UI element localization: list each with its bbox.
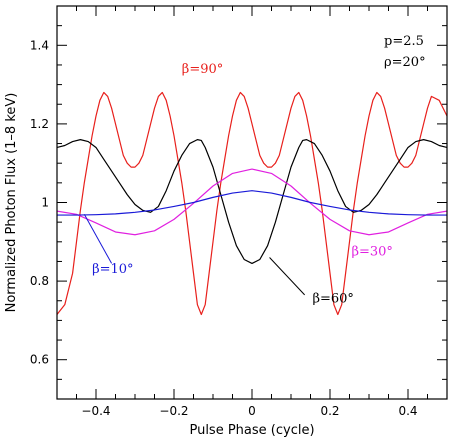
tick-labels: −0.4 −0.2 0 0.2 0.4 0.6 0.8 1 1.2 1.4 — [30, 38, 418, 418]
y-tick-label: 0.8 — [30, 274, 49, 288]
x-tick-label: −0.2 — [159, 404, 188, 418]
x-tick-label: 0.4 — [398, 404, 417, 418]
x-tick-label: 0 — [248, 404, 256, 418]
y-tick-label: 0.6 — [30, 353, 49, 367]
series-line-0 — [57, 91, 447, 316]
y-axis-label: Normalized Photon Flux (1–8 keV) — [4, 93, 19, 313]
axis-ticks — [57, 6, 447, 399]
series-line-1 — [57, 139, 447, 265]
series-label-2: β=30° — [351, 245, 392, 260]
annotations: β=90° β=60° β=30° β=10° — [92, 62, 393, 307]
series-label-1: β=60° — [312, 292, 353, 307]
param-rho-label: ρ=20° — [384, 55, 426, 70]
leader-line-1 — [83, 214, 113, 264]
x-tick-label: 0.2 — [320, 404, 339, 418]
series-label-0: β=90° — [182, 62, 223, 77]
y-tick-label: 1.4 — [30, 38, 49, 52]
x-axis-label: Pulse Phase (cycle) — [189, 423, 314, 438]
x-tick-label: −0.4 — [81, 404, 110, 418]
y-tick-label: 1 — [41, 196, 49, 210]
y-tick-label: 1.2 — [30, 117, 49, 131]
series-label-3: β=10° — [92, 262, 133, 277]
curves-layer — [57, 91, 447, 316]
series-line-2 — [57, 168, 447, 236]
leader-line-0 — [269, 257, 306, 296]
param-p-label: p=2.5 — [384, 34, 424, 49]
series-line-3 — [57, 190, 447, 216]
leader-lines — [83, 214, 306, 296]
